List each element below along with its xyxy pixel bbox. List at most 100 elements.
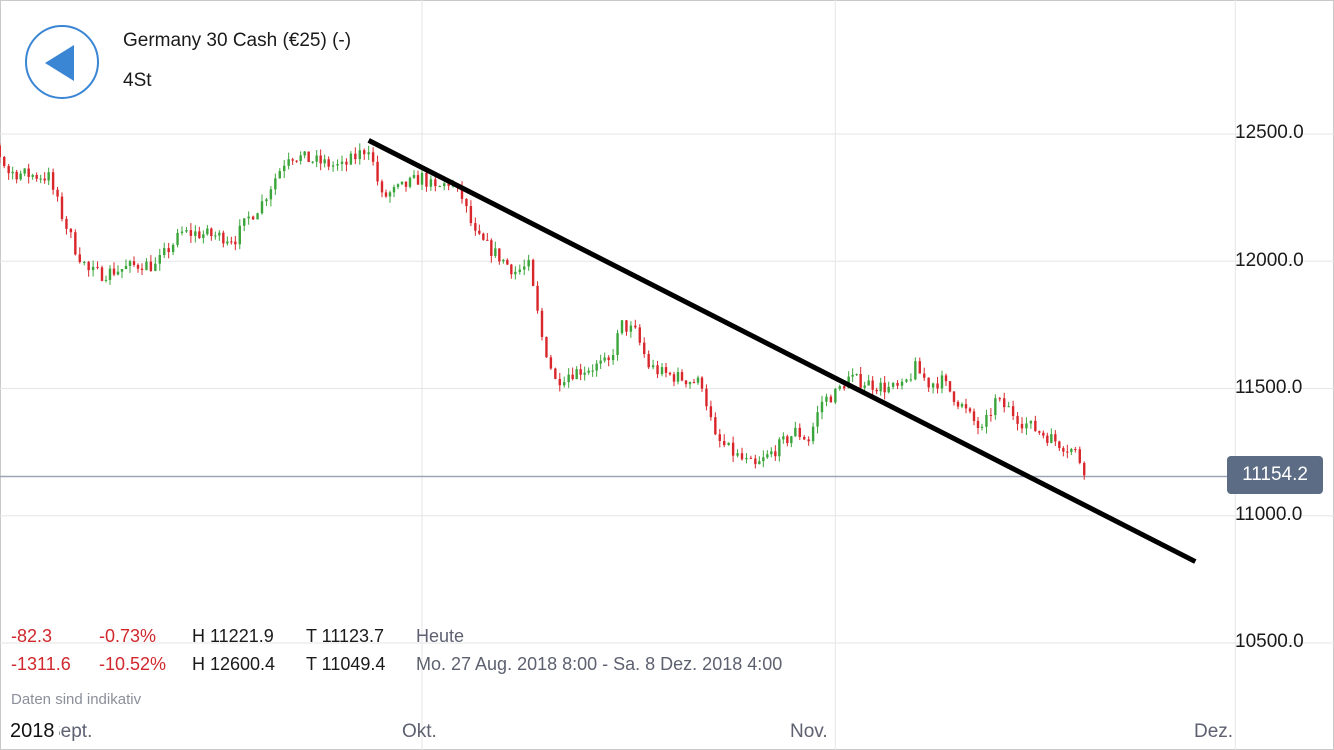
candle-body	[354, 153, 357, 160]
candle-body	[1074, 449, 1077, 451]
candle-body	[1038, 431, 1041, 433]
candle-body	[202, 234, 205, 238]
x-tick-label: Nov.	[790, 721, 828, 742]
candle-body	[859, 374, 862, 388]
disclaimer: Daten sind indikativ	[11, 691, 142, 708]
candle-body	[770, 451, 773, 455]
candle-body	[1066, 451, 1069, 453]
candle-body	[651, 365, 655, 368]
candle-body	[478, 230, 481, 234]
candle-body	[989, 414, 993, 416]
current-price-badge: 11154.2	[1227, 456, 1323, 494]
candle-body	[527, 259, 530, 267]
candle-body	[563, 382, 566, 386]
candle-body	[416, 175, 420, 185]
candle-body	[518, 269, 521, 272]
candle-body	[684, 380, 688, 385]
candle-body	[736, 453, 739, 456]
candle-body	[218, 232, 221, 236]
candle-body	[871, 380, 874, 390]
candle-body	[523, 266, 526, 270]
candle-body	[688, 382, 692, 385]
y-tick-label: 11000.0	[1235, 504, 1303, 525]
candle-body	[60, 196, 64, 219]
candle-body	[96, 266, 99, 268]
candle-body	[149, 261, 153, 271]
timeframe-label[interactable]: 4St	[123, 70, 152, 91]
candle-body	[210, 228, 213, 237]
candle-body	[620, 320, 624, 334]
candle-body	[834, 388, 837, 403]
candle-body	[540, 310, 544, 337]
candle-body	[629, 325, 633, 332]
candle-body	[656, 365, 659, 375]
candle-body	[956, 401, 960, 407]
candle-body	[940, 375, 944, 389]
candle-body	[380, 181, 384, 193]
candle-body	[154, 263, 157, 271]
candle-body	[575, 369, 578, 380]
candle-body	[1078, 449, 1081, 463]
candle-body	[838, 386, 841, 389]
candle-body	[108, 268, 112, 280]
candle-body	[638, 327, 641, 343]
candle-body	[140, 268, 144, 271]
candle-body	[1070, 449, 1073, 452]
candle-body	[714, 417, 717, 435]
candle-body	[634, 325, 637, 328]
candle-body	[363, 150, 366, 155]
candle-body	[643, 342, 646, 355]
candle-body	[740, 453, 744, 460]
candle-body	[132, 261, 136, 265]
candle-body	[408, 177, 412, 187]
candle-body	[214, 235, 217, 237]
range-change: -1311.6	[11, 654, 71, 674]
candle-body	[420, 172, 424, 185]
candle-body	[47, 172, 50, 181]
candle-body	[163, 248, 166, 256]
today-change-pct: -0.73%	[99, 626, 157, 646]
candle-body	[778, 439, 781, 457]
candle-body	[376, 161, 379, 182]
candle-body	[611, 355, 615, 361]
candle-body	[43, 178, 46, 181]
candle-body	[0, 145, 1, 157]
candle-body	[867, 380, 870, 386]
candle-body	[545, 336, 548, 358]
candle-body	[883, 382, 886, 393]
today-period: Heute	[416, 626, 465, 646]
candle-body	[625, 320, 628, 332]
candle-body	[952, 391, 956, 402]
candle-body	[307, 151, 310, 163]
candle-body	[647, 354, 650, 368]
today-low: T 11123.7	[306, 626, 385, 646]
candle-body	[194, 231, 197, 236]
candle-body	[794, 427, 797, 437]
candle-body	[506, 259, 509, 265]
candle-body	[591, 370, 594, 372]
candle-body	[388, 192, 392, 197]
candle-body	[3, 156, 6, 167]
candle-body	[434, 179, 437, 187]
candle-body	[887, 386, 890, 393]
candle-body	[136, 264, 140, 269]
candle-body	[367, 152, 370, 155]
back-button[interactable]	[25, 25, 99, 99]
candle-body	[19, 173, 22, 180]
candle-body	[189, 230, 193, 236]
candle-body	[672, 374, 676, 382]
candle-body	[603, 357, 606, 361]
candle-body	[944, 375, 948, 382]
candle-body	[1003, 398, 1006, 408]
candle-body	[727, 442, 730, 446]
candle-body	[400, 181, 404, 185]
candle-body	[531, 259, 535, 286]
candle-body	[256, 213, 259, 220]
candle-body	[1042, 432, 1045, 436]
candle-body	[124, 265, 128, 270]
candle-body	[914, 361, 917, 380]
candle-body	[664, 367, 668, 373]
candle-body	[331, 165, 335, 167]
candle-body	[185, 230, 188, 232]
